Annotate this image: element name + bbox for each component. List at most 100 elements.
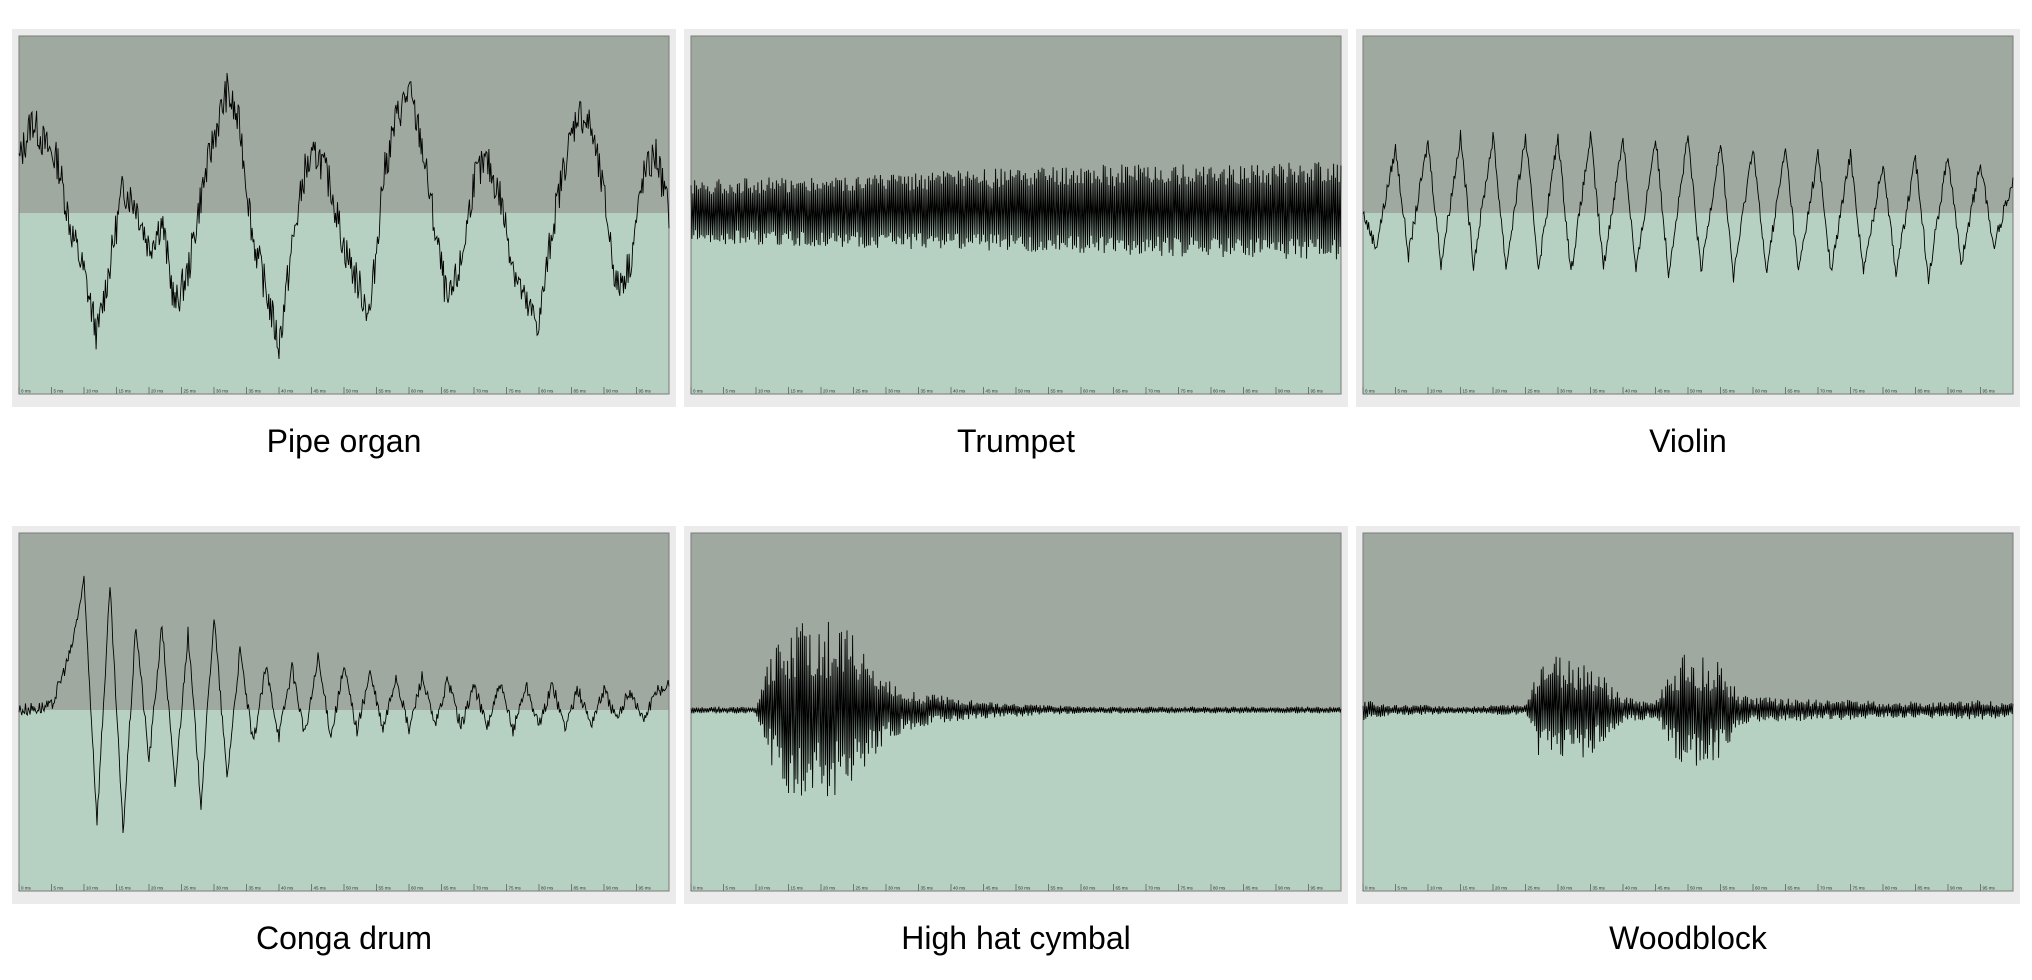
panel-high-hat-cymbal: 0 ms 5 ms 10 ms 15 ms 20 ms 25 ms 30 ms 35 ms 40… (684, 526, 1348, 904)
x-tick-label: 60 ms (1083, 886, 1096, 891)
x-tick-label: 80 ms (1885, 389, 1898, 394)
x-tick-label: 80 ms (1213, 389, 1226, 394)
x-tick-label: 75 ms (1853, 389, 1866, 394)
x-tick-label: 15 ms (119, 886, 132, 891)
x-tick-label: 75 ms (509, 389, 522, 394)
x-tick-label: 25 ms (1528, 886, 1541, 891)
x-tick-label: 5 ms (1398, 389, 1409, 394)
x-tick-label: 60 ms (1755, 389, 1768, 394)
x-tick-label: 55 ms (1051, 389, 1064, 394)
x-tick-label: 70 ms (1820, 389, 1833, 394)
waveform-line (690, 621, 1342, 797)
x-tick-label: 70 ms (476, 886, 489, 891)
x-tick-label: 10 ms (1430, 886, 1443, 891)
x-tick-label: 35 ms (1593, 389, 1606, 394)
x-tick-label: 65 ms (1788, 389, 1801, 394)
x-tick-label: 0 ms (21, 389, 32, 394)
x-tick-label: 50 ms (1690, 886, 1703, 891)
x-tick-label: 80 ms (1213, 886, 1226, 891)
x-tick-label: 55 ms (1723, 389, 1736, 394)
x-tick-label: 0 ms (1365, 389, 1376, 394)
x-tick-label: 80 ms (541, 389, 554, 394)
x-tick-label: 95 ms (1311, 886, 1324, 891)
x-tick-label: 15 ms (791, 389, 804, 394)
waveform-line (1362, 654, 2014, 766)
x-tick-label: 40 ms (1625, 389, 1638, 394)
x-tick-label: 65 ms (1116, 886, 1129, 891)
x-tick-label: 25 ms (184, 389, 197, 394)
panel-conga-drum: 0 ms 5 ms 10 ms 15 ms 20 ms 25 ms 30 ms 35 ms 40… (12, 526, 676, 904)
waveform-chart-woodblock: 0 ms 5 ms 10 ms 15 ms 20 ms 25 ms 30 ms 35 ms 40… (1362, 532, 2014, 892)
x-tick-label: 40 ms (953, 389, 966, 394)
x-tick-label: 65 ms (444, 389, 457, 394)
x-tick-label: 10 ms (758, 389, 771, 394)
x-tick-label: 5 ms (726, 389, 737, 394)
x-tick-label: 35 ms (1593, 886, 1606, 891)
caption-high-hat-cymbal: High hat cymbal (901, 920, 1131, 956)
x-tick-label: 80 ms (541, 886, 554, 891)
x-tick-label: 35 ms (921, 886, 934, 891)
x-tick-label: 20 ms (1495, 389, 1508, 394)
x-tick-label: 40 ms (281, 886, 294, 891)
x-tick-label: 70 ms (1148, 389, 1161, 394)
x-tick-label: 50 ms (1690, 389, 1703, 394)
x-tick-label: 20 ms (151, 886, 164, 891)
x-tick-label: 35 ms (249, 886, 262, 891)
x-tick-label: 10 ms (758, 886, 771, 891)
x-tick-label: 45 ms (1658, 886, 1671, 891)
waveform-line (18, 72, 670, 360)
x-tick-label: 85 ms (574, 886, 587, 891)
caption-conga-drum: Conga drum (255, 920, 433, 956)
x-tick-label: 40 ms (281, 389, 294, 394)
x-tick-label: 90 ms (606, 886, 619, 891)
upper-background (691, 533, 1341, 710)
x-tick-label: 90 ms (1278, 886, 1291, 891)
waveform-line (18, 575, 670, 834)
x-tick-label: 20 ms (151, 389, 164, 394)
waveform-line (690, 162, 1342, 260)
x-tick-label: 75 ms (1181, 886, 1194, 891)
x-tick-label: 50 ms (1018, 886, 1031, 891)
x-tick-label: 10 ms (86, 389, 99, 394)
panel-pipe-organ: 0 ms 5 ms 10 ms 15 ms 20 ms 25 ms 30 ms 35 ms 40… (12, 29, 676, 407)
x-tick-label: 30 ms (1560, 389, 1573, 394)
x-tick-label: 90 ms (1278, 389, 1291, 394)
x-tick-label: 95 ms (1983, 389, 1996, 394)
lower-background (1363, 710, 2013, 891)
panel-woodblock: 0 ms 5 ms 10 ms 15 ms 20 ms 25 ms 30 ms 35 ms 40… (1356, 526, 2020, 904)
x-tick-label: 75 ms (509, 886, 522, 891)
x-tick-label: 75 ms (1181, 389, 1194, 394)
x-tick-label: 85 ms (574, 389, 587, 394)
x-tick-label: 60 ms (411, 886, 424, 891)
x-tick-label: 50 ms (1018, 389, 1031, 394)
x-tick-label: 85 ms (1918, 886, 1931, 891)
lower-background (1363, 213, 2013, 394)
upper-background (19, 36, 669, 213)
x-tick-label: 15 ms (1463, 886, 1476, 891)
x-tick-label: 65 ms (444, 886, 457, 891)
caption-pipe-organ: Pipe organ (266, 423, 422, 459)
x-tick-label: 30 ms (888, 389, 901, 394)
x-tick-label: 55 ms (379, 389, 392, 394)
x-tick-label: 25 ms (184, 886, 197, 891)
x-tick-label: 60 ms (1083, 389, 1096, 394)
waveform-chart-high-hat-cymbal: 0 ms 5 ms 10 ms 15 ms 20 ms 25 ms 30 ms 35 ms 40… (690, 532, 1342, 892)
x-tick-label: 95 ms (639, 886, 652, 891)
x-tick-label: 40 ms (1625, 886, 1638, 891)
x-tick-label: 5 ms (54, 389, 65, 394)
upper-background (1363, 36, 2013, 213)
x-tick-label: 85 ms (1246, 886, 1259, 891)
x-tick-label: 0 ms (1365, 886, 1376, 891)
x-tick-label: 45 ms (986, 389, 999, 394)
x-tick-label: 0 ms (693, 886, 704, 891)
x-tick-label: 20 ms (823, 886, 836, 891)
x-tick-label: 75 ms (1853, 886, 1866, 891)
waveform-chart-violin: 0 ms 5 ms 10 ms 15 ms 20 ms 25 ms 30 ms 35 ms 40… (1362, 35, 2014, 395)
x-tick-label: 25 ms (1528, 389, 1541, 394)
x-tick-label: 40 ms (953, 886, 966, 891)
x-tick-label: 95 ms (1311, 389, 1324, 394)
x-tick-label: 5 ms (1398, 886, 1409, 891)
x-tick-label: 70 ms (1820, 886, 1833, 891)
x-tick-label: 90 ms (1950, 886, 1963, 891)
x-tick-label: 0 ms (693, 389, 704, 394)
